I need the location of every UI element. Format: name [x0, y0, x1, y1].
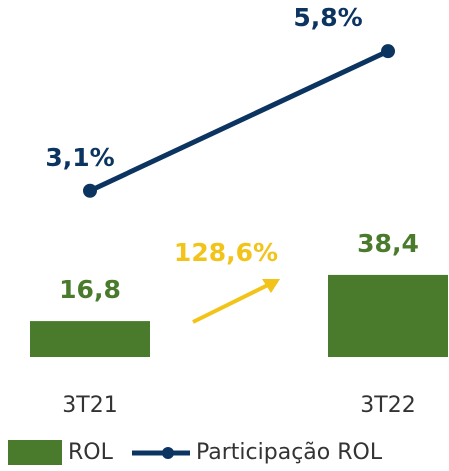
legend-dot — [162, 447, 174, 459]
annotation: 128,6% — [174, 238, 278, 267]
data-label: 3,1% — [45, 143, 114, 172]
growth-arrow — [192, 282, 271, 324]
x-tick-label: 3T21 — [62, 393, 117, 418]
data-label: 16,8 — [59, 275, 121, 304]
x-tick-label: 3T22 — [360, 393, 415, 418]
line-point — [381, 44, 395, 59]
bar — [30, 321, 150, 357]
legend-label: Participação ROL — [196, 440, 383, 465]
legend-label: ROL — [68, 440, 114, 465]
data-label: 5,8% — [293, 3, 362, 32]
bar — [328, 274, 448, 357]
line-point — [83, 183, 97, 198]
line — [88, 48, 390, 194]
legend-swatch — [8, 440, 62, 465]
growth-arrowhead — [262, 279, 280, 293]
data-label: 38,4 — [357, 229, 419, 258]
